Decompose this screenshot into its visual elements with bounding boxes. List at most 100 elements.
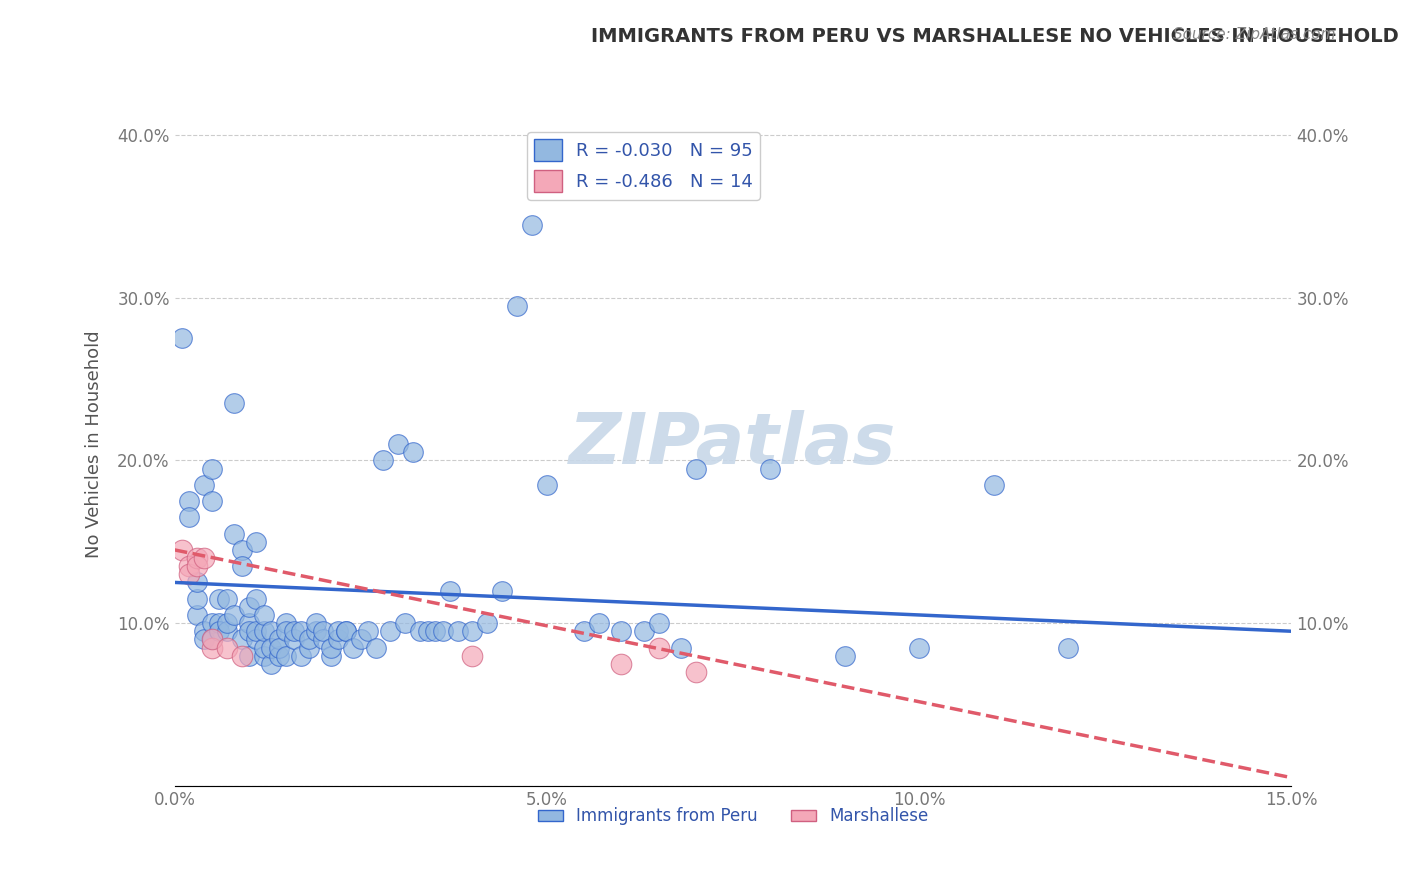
Point: [186, 551, 208, 566]
Point: [238, 599, 260, 614]
Point: [179, 494, 201, 508]
Point: [633, 624, 655, 639]
Point: [588, 616, 610, 631]
Point: [290, 648, 312, 663]
Point: [260, 624, 283, 639]
Point: [215, 616, 238, 631]
Point: [238, 624, 260, 639]
Point: [357, 624, 380, 639]
Point: [231, 559, 253, 574]
Point: [409, 624, 432, 639]
Point: [231, 542, 253, 557]
Point: [245, 624, 267, 639]
Point: [297, 632, 319, 647]
Point: [276, 648, 298, 663]
Point: [170, 331, 193, 345]
Point: [186, 575, 208, 590]
Point: [215, 624, 238, 639]
Text: Source: ZipAtlas.com: Source: ZipAtlas.com: [1173, 27, 1336, 42]
Point: [439, 583, 461, 598]
Point: [193, 624, 215, 639]
Point: [179, 567, 201, 582]
Point: [215, 591, 238, 606]
Point: [245, 591, 267, 606]
Text: IMMIGRANTS FROM PERU VS MARSHALLESE NO VEHICLES IN HOUSEHOLD CORRELATION CHART: IMMIGRANTS FROM PERU VS MARSHALLESE NO V…: [591, 27, 1406, 45]
Point: [231, 632, 253, 647]
Point: [215, 640, 238, 655]
Point: [319, 648, 342, 663]
Point: [245, 534, 267, 549]
Point: [208, 624, 231, 639]
Point: [238, 648, 260, 663]
Point: [186, 591, 208, 606]
Point: [669, 640, 692, 655]
Point: [193, 478, 215, 492]
Point: [305, 616, 328, 631]
Point: [685, 665, 707, 679]
Point: [685, 461, 707, 475]
Point: [224, 396, 246, 410]
Point: [186, 559, 208, 574]
Point: [179, 559, 201, 574]
Point: [245, 632, 267, 647]
Point: [186, 607, 208, 622]
Point: [536, 478, 558, 492]
Point: [290, 624, 312, 639]
Point: [201, 632, 224, 647]
Point: [328, 632, 350, 647]
Point: [834, 648, 856, 663]
Point: [253, 624, 276, 639]
Point: [371, 453, 394, 467]
Point: [350, 632, 373, 647]
Point: [170, 542, 193, 557]
Point: [260, 640, 283, 655]
Point: [283, 632, 305, 647]
Point: [238, 616, 260, 631]
Point: [461, 624, 484, 639]
Point: [201, 494, 224, 508]
Point: [276, 616, 298, 631]
Point: [432, 624, 454, 639]
Y-axis label: No Vehicles in Household: No Vehicles in Household: [86, 330, 103, 558]
Point: [506, 299, 529, 313]
Text: ZIPatlas: ZIPatlas: [569, 409, 897, 479]
Point: [416, 624, 439, 639]
Point: [231, 648, 253, 663]
Point: [312, 632, 335, 647]
Point: [610, 657, 633, 671]
Point: [276, 624, 298, 639]
Point: [253, 648, 276, 663]
Point: [201, 632, 224, 647]
Point: [193, 551, 215, 566]
Point: [201, 461, 224, 475]
Point: [267, 640, 290, 655]
Point: [224, 526, 246, 541]
Point: [446, 624, 468, 639]
Point: [477, 616, 499, 631]
Point: [208, 616, 231, 631]
Point: [312, 624, 335, 639]
Point: [201, 640, 224, 655]
Point: [402, 445, 425, 459]
Point: [387, 437, 409, 451]
Point: [224, 607, 246, 622]
Point: [520, 218, 543, 232]
Point: [572, 624, 595, 639]
Point: [253, 640, 276, 655]
Point: [297, 640, 319, 655]
Point: [267, 632, 290, 647]
Point: [759, 461, 782, 475]
Point: [380, 624, 402, 639]
Point: [201, 616, 224, 631]
Point: [283, 624, 305, 639]
Point: [179, 510, 201, 524]
Point: [193, 632, 215, 647]
Point: [647, 616, 669, 631]
Point: [425, 624, 447, 639]
Point: [335, 624, 357, 639]
Point: [461, 648, 484, 663]
Point: [908, 640, 931, 655]
Point: [319, 640, 342, 655]
Point: [267, 648, 290, 663]
Point: [335, 624, 357, 639]
